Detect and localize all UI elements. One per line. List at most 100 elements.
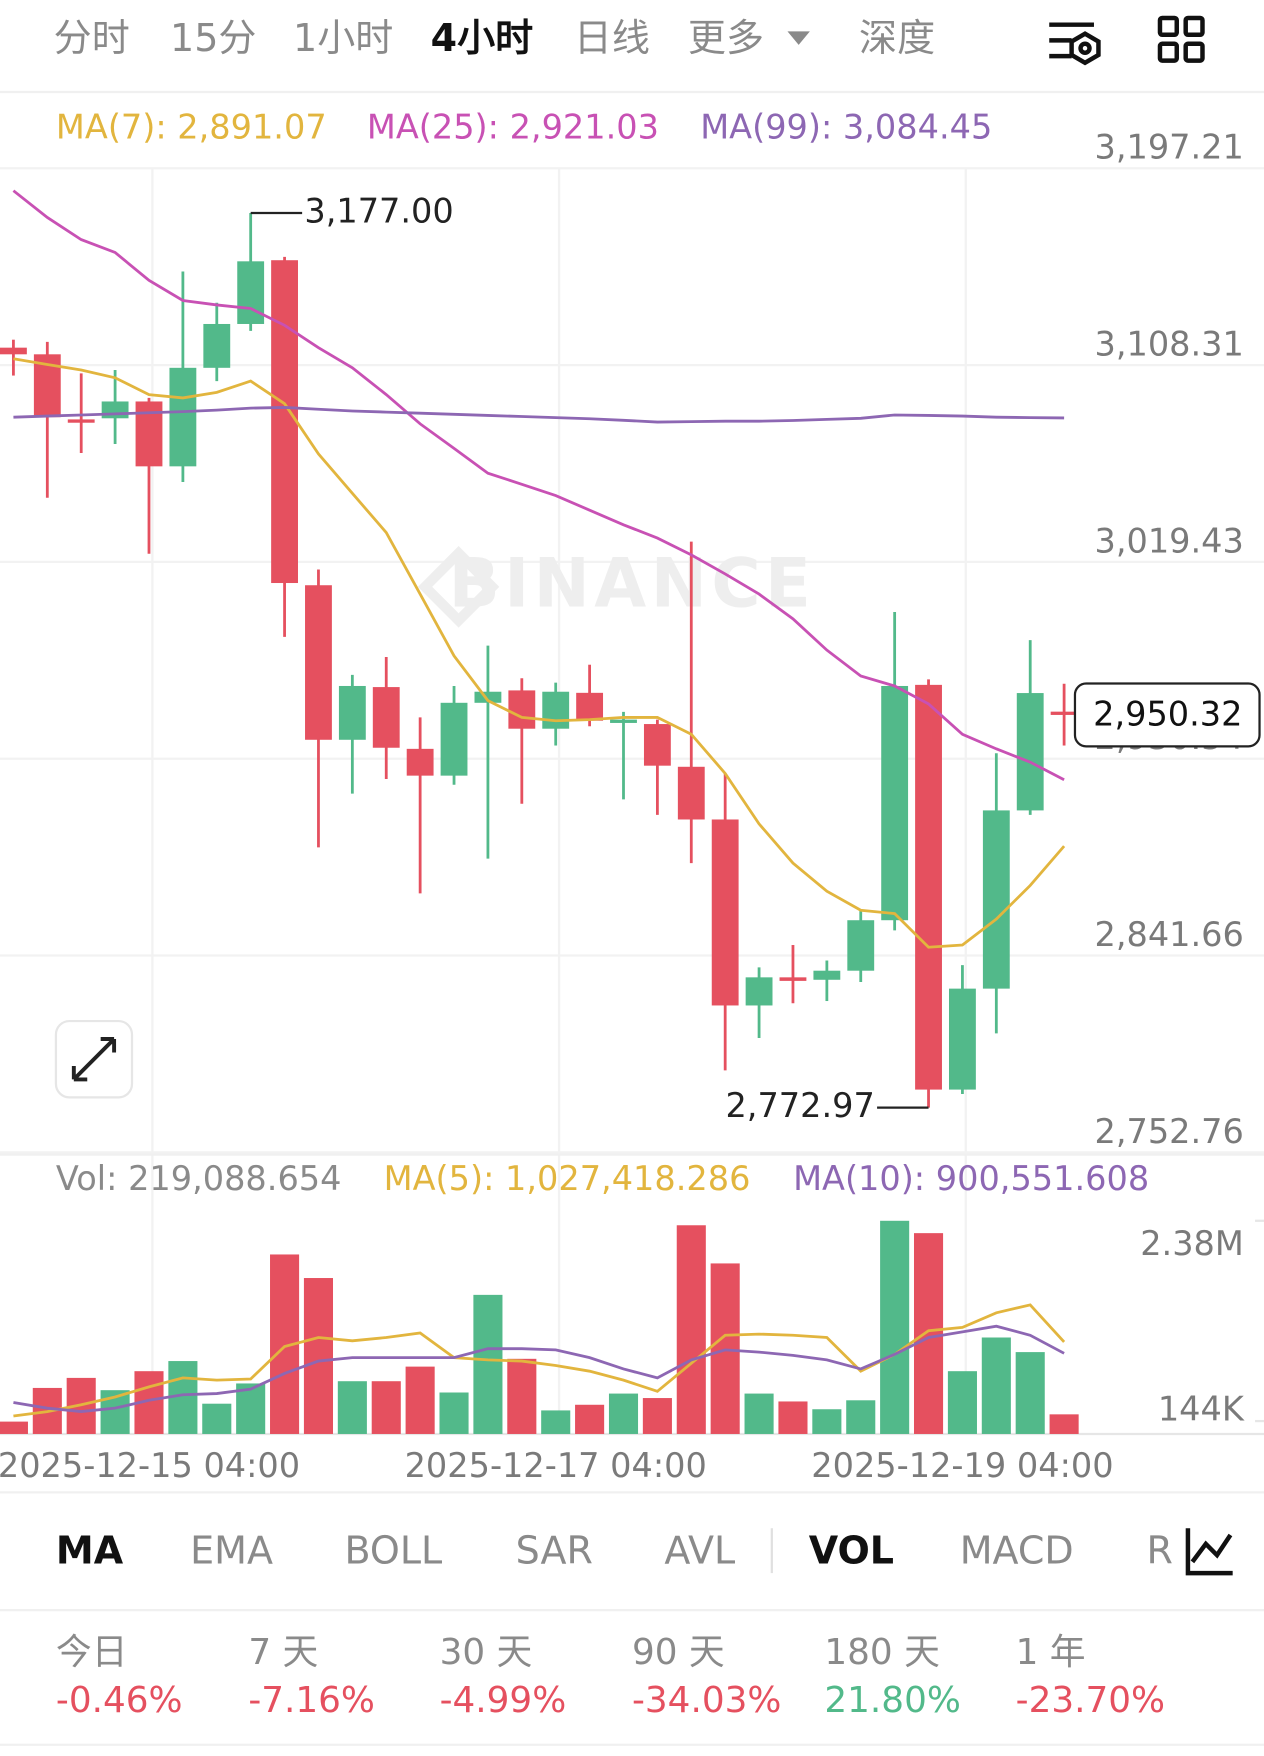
timeframe-tab[interactable]: 1小时 [293, 16, 393, 60]
indicator-tab[interactable]: BOLL [345, 1528, 443, 1572]
candle-body [881, 685, 909, 921]
volume-bar [405, 1366, 435, 1434]
candle-body [576, 692, 604, 721]
candle-body [813, 970, 841, 980]
candle-body [1050, 711, 1078, 715]
y-tick-label: 3,197.21 [1094, 128, 1243, 167]
volume-bar [947, 1371, 977, 1434]
candle-body [915, 684, 942, 1090]
legend-entry: MA(25): 2,921.03 [367, 108, 659, 147]
y-tick-label: 144K [1158, 1389, 1245, 1428]
period-change: -23.70% [1016, 1680, 1165, 1721]
legend-entry: MA(5): 1,027,418.286 [384, 1159, 751, 1198]
candle-body [406, 748, 434, 776]
period-label: 1 年 [1016, 1632, 1086, 1673]
layout-icon[interactable] [1157, 15, 1205, 63]
grid-layer [0, 167, 1264, 1434]
indicator-tab[interactable]: SAR [516, 1528, 593, 1572]
period-label: 180 天 [824, 1632, 939, 1673]
volume-bar [608, 1393, 639, 1434]
volume-ma-line [13, 1324, 1065, 1413]
dropdown-arrow[interactable] [787, 31, 810, 45]
candle-body [67, 419, 95, 423]
indicator-tab[interactable]: VOL [809, 1528, 894, 1572]
indicator-tab[interactable]: AVL [664, 1528, 736, 1572]
volume-bar [371, 1381, 401, 1434]
y-tick-label: 3,019.43 [1094, 521, 1243, 560]
indicator-tab[interactable]: R [1147, 1528, 1173, 1572]
volume-bar [507, 1358, 537, 1434]
volume-bar [676, 1225, 706, 1434]
volume-bar [473, 1294, 503, 1434]
volume-bar [303, 1278, 334, 1434]
x-tick-label: 2025-12-15 04:00 [0, 1446, 300, 1485]
volume-bar [337, 1381, 367, 1434]
legend-entry: MA(10): 900,551.608 [793, 1159, 1149, 1198]
period-label: 今日 [56, 1632, 128, 1673]
candle-body [982, 810, 1010, 989]
x-tick-label: 2025-12-19 04:00 [811, 1446, 1113, 1485]
volume-bar [880, 1220, 910, 1434]
candle-body [542, 691, 570, 729]
volume-bar [541, 1410, 571, 1434]
candle-body [508, 690, 536, 729]
candle-body [0, 347, 27, 355]
timeframe-tab[interactable]: 15分 [170, 16, 256, 60]
volume-bar [236, 1383, 266, 1434]
volume-bar [744, 1393, 774, 1434]
timeframe-tab[interactable]: 分时 [54, 16, 130, 60]
period-change: -7.16% [248, 1680, 375, 1721]
ma-line [13, 406, 1065, 424]
settings-icon[interactable] [1049, 22, 1101, 66]
candle-body [779, 977, 807, 981]
period-change: -0.46% [56, 1680, 183, 1721]
watermark-logo [417, 546, 500, 628]
y-tick-label: 2.38M [1140, 1224, 1244, 1263]
chart-settings-icon[interactable] [1185, 1528, 1233, 1576]
period-label: 30 天 [440, 1632, 533, 1673]
volume-bar [913, 1233, 944, 1434]
high-label: 3,177.00 [304, 192, 453, 231]
volume-bar [812, 1409, 842, 1434]
indicator-tab[interactable]: MA [56, 1528, 124, 1572]
y-tick-label: 3,108.31 [1094, 325, 1243, 364]
x-tick-label: 2025-12-17 04:00 [405, 1446, 707, 1485]
low-label: 2,772.97 [725, 1086, 874, 1125]
volume-bar [1015, 1352, 1045, 1434]
ma-line [13, 357, 1066, 949]
candle-body [203, 323, 231, 368]
candle-body [677, 766, 705, 820]
timeframe-tab[interactable]: 4小时 [431, 16, 533, 60]
watermark: BINANCE [449, 544, 816, 622]
timeframe-tab[interactable]: 日线 [574, 16, 650, 60]
period-change: -34.03% [632, 1680, 781, 1721]
timeframe-tab[interactable]: 深度 [859, 16, 935, 60]
period-label: 90 天 [632, 1632, 725, 1673]
marks-layer: 分时 15分 1小时 4小时 日线 更多 深度 3,197.21 3,108.31 3,019.4… [0, 16, 1264, 1721]
volume-bar [0, 1421, 28, 1434]
legend-entry: MA(99): 3,084.45 [700, 108, 992, 147]
volume-bar [575, 1404, 605, 1434]
ma-line [12, 189, 1065, 782]
period-change: -4.99% [440, 1680, 567, 1721]
indicator-tab[interactable]: MACD [960, 1528, 1074, 1572]
y-tick-label: 2,841.66 [1094, 915, 1243, 954]
legend-entry: Vol: 219,088.654 [56, 1159, 342, 1198]
volume-bar [642, 1398, 672, 1434]
candle-body [338, 685, 366, 740]
indicator-tab[interactable]: EMA [190, 1528, 273, 1572]
candle-body [847, 920, 875, 971]
expand-button[interactable] [54, 1019, 134, 1099]
candle-body [949, 988, 976, 1090]
candle-body [305, 585, 332, 740]
y-tick-label: 2,752.76 [1094, 1112, 1243, 1151]
last-price-label: 2,950.32 [1093, 695, 1242, 734]
timeframe-tab[interactable]: 更多 [688, 16, 764, 60]
period-change: 21.80% [824, 1680, 960, 1721]
candle-body [711, 819, 739, 1006]
candle-body [440, 702, 468, 776]
candle-body [610, 719, 637, 723]
